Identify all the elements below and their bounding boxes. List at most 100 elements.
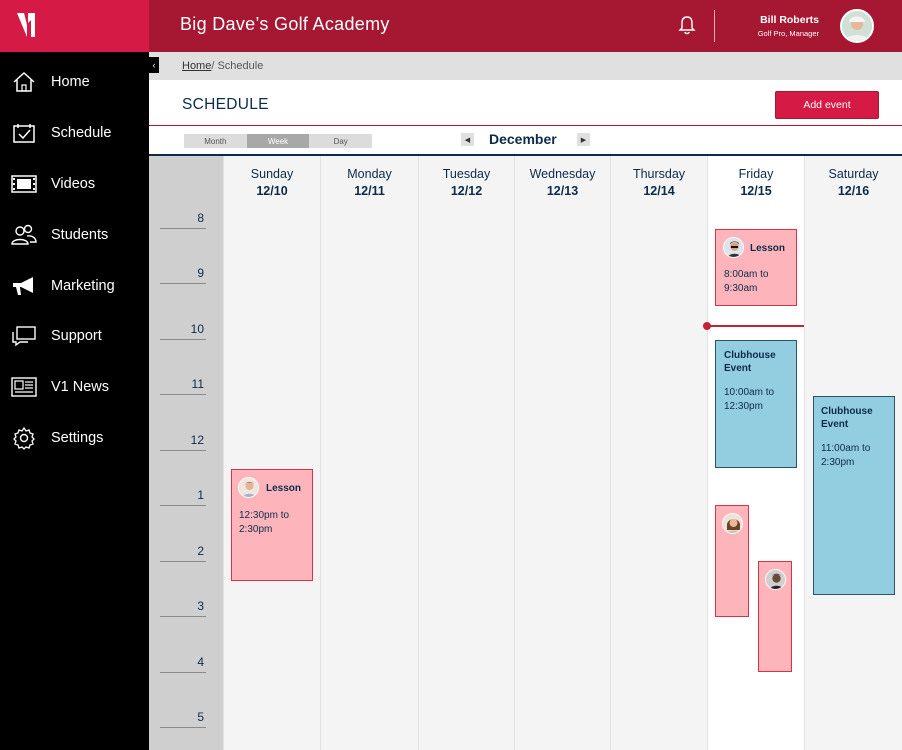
next-month-button[interactable]: ▶	[577, 133, 590, 146]
event-lesson-friday-3[interactable]	[758, 561, 792, 672]
day-date: 12/11	[354, 184, 385, 198]
hour-label: 10	[160, 320, 206, 340]
event-clubhouse-saturday[interactable]: Clubhouse Event 11:00am to 2:30pm	[813, 396, 895, 595]
sidebar-item-label: V1 News	[51, 379, 110, 396]
day-column-thursday[interactable]: Thursday 12/14	[610, 156, 707, 750]
hour-label: 9	[160, 264, 206, 284]
sidebar-nav: Home Schedule Videos Students	[0, 57, 149, 463]
day-date: 12/12	[450, 184, 483, 198]
sidebar-item-videos[interactable]: Videos	[0, 159, 149, 210]
current-time-dot	[703, 322, 711, 330]
sidebar-item-label: Students	[51, 226, 109, 243]
hour-label: 3	[160, 597, 206, 617]
page-title: SCHEDULE	[182, 96, 269, 113]
event-title: Clubhouse Event	[724, 350, 776, 374]
event-lesson-friday[interactable]: Lesson 8:00am to 9:30am	[715, 229, 797, 306]
gear-icon	[11, 426, 37, 450]
time-column: 8 9 10 11 12 1 2 3 4 5	[149, 156, 223, 750]
student-avatar	[723, 237, 744, 258]
user-name[interactable]: Bill Roberts	[760, 14, 819, 26]
sidebar-item-label: Videos	[51, 175, 96, 192]
newspaper-icon	[11, 375, 37, 399]
day-name: Monday	[347, 167, 392, 181]
students-icon	[11, 223, 37, 247]
hour-label: 12	[160, 431, 206, 451]
day-column-tuesday[interactable]: Tuesday 12/12	[418, 156, 514, 750]
day-name: Friday	[738, 167, 774, 181]
header-divider	[149, 125, 902, 126]
day-name: Sunday	[250, 167, 294, 181]
day-date: 12/10	[256, 184, 288, 198]
day-column-wednesday[interactable]: Wednesday 12/13	[514, 156, 610, 750]
sidebar-item-v1-news[interactable]: V1 News	[0, 362, 149, 413]
day-name: Wednesday	[529, 167, 596, 181]
day-column-sunday[interactable]: Sunday 12/10	[223, 156, 320, 750]
add-event-button[interactable]: Add event	[775, 91, 879, 119]
sidebar-item-home[interactable]: Home	[0, 57, 149, 108]
day-name: Tuesday	[442, 167, 491, 181]
top-divider	[714, 10, 715, 42]
hour-label: 11	[160, 375, 206, 395]
day-date: 12/13	[546, 184, 579, 198]
megaphone-icon	[11, 274, 37, 298]
sidebar-item-label: Home	[51, 74, 90, 91]
bell-icon[interactable]	[678, 15, 696, 40]
student-avatar	[238, 477, 259, 498]
sidebar-item-students[interactable]: Students	[0, 209, 149, 260]
hour-label: 2	[160, 542, 206, 562]
view-month-button[interactable]: Month	[184, 134, 247, 148]
current-time-line	[707, 325, 804, 327]
sidebar-item-schedule[interactable]: Schedule	[0, 108, 149, 159]
day-date: 12/16	[837, 184, 870, 198]
student-avatar	[765, 569, 786, 590]
month-label: December	[489, 131, 557, 147]
day-column-monday[interactable]: Monday 12/11	[320, 156, 418, 750]
view-day-button[interactable]: Day	[309, 134, 373, 148]
breadcrumb-home-link[interactable]: Home	[182, 60, 212, 72]
sidebar-item-label: Schedule	[51, 125, 112, 142]
hour-label: 1	[160, 486, 206, 506]
user-role: Golf Pro, Manager	[757, 29, 819, 38]
view-switcher: Month Week Day	[184, 134, 373, 148]
event-lesson-sunday[interactable]: Lesson 12:30pm to 2:30pm	[231, 469, 313, 581]
home-icon	[11, 70, 37, 94]
breadcrumb-bar: ‹ Home/ Schedule	[149, 52, 902, 80]
sidebar-item-marketing[interactable]: Marketing	[0, 260, 149, 311]
hour-label: 8	[160, 209, 206, 229]
event-time: 12:30pm to 2:30pm	[239, 510, 290, 535]
v1-logo-icon	[17, 13, 35, 37]
day-name: Saturday	[828, 167, 879, 181]
hour-label: 4	[160, 653, 206, 673]
collapse-sidebar-icon[interactable]: ‹	[149, 57, 159, 73]
app-title: Big Dave’s Golf Academy	[180, 14, 390, 34]
film-icon	[11, 172, 37, 196]
event-time: 8:00am to 9:30am	[724, 269, 769, 294]
breadcrumb: Home/ Schedule	[182, 60, 263, 72]
sidebar-item-settings[interactable]: Settings	[0, 413, 149, 464]
top-bar: Big Dave’s Golf Academy Bill Roberts Gol…	[149, 0, 902, 52]
sidebar-item-support[interactable]: Support	[0, 311, 149, 362]
sidebar-item-label: Settings	[51, 429, 104, 446]
view-week-button[interactable]: Week	[246, 134, 310, 148]
app-logo[interactable]	[0, 0, 149, 52]
event-time: 11:00am to 2:30pm	[821, 443, 871, 468]
chat-icon	[11, 324, 37, 348]
day-name: Thursday	[632, 167, 686, 181]
sidebar-item-label: Support	[51, 328, 102, 345]
calendar-top-divider	[149, 154, 902, 156]
prev-month-button[interactable]: ◀	[461, 133, 474, 146]
event-time: 10:00am to 12:30pm	[724, 387, 775, 412]
breadcrumb-separator: /	[211, 60, 218, 72]
sidebar-item-label: Marketing	[51, 277, 115, 294]
day-date: 12/14	[643, 184, 675, 198]
event-clubhouse-friday[interactable]: Clubhouse Event 10:00am to 12:30pm	[715, 340, 797, 468]
event-lesson-friday-2[interactable]	[715, 505, 749, 617]
calendar-check-icon	[11, 121, 37, 145]
user-avatar[interactable]	[840, 9, 874, 43]
student-avatar	[722, 513, 743, 534]
hour-label: 5	[160, 708, 206, 728]
event-title: Lesson	[750, 243, 786, 254]
event-title: Clubhouse Event	[821, 406, 873, 430]
day-date: 12/15	[740, 184, 772, 198]
